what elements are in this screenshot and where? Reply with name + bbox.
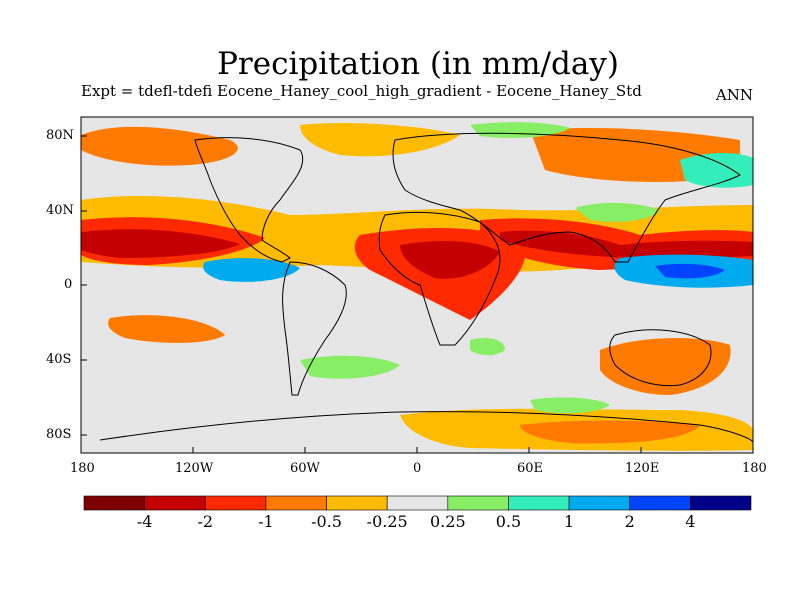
indian-ocean-wet xyxy=(575,202,660,222)
southern-ocean-wet xyxy=(530,397,610,414)
colorbar-swatch-0 xyxy=(83,495,145,511)
colorbar-swatch-5 xyxy=(386,495,449,511)
colorbar-label-6: 0.5 xyxy=(495,512,522,531)
colorbar xyxy=(83,495,752,511)
lat-label-eq: 0 xyxy=(64,277,73,292)
x-axis-ticks xyxy=(80,447,754,453)
map-title: Precipitation (in mm/day) xyxy=(217,46,619,82)
lon-label-120e: 120E xyxy=(625,461,660,476)
eurasia-outline xyxy=(392,132,741,263)
colorbar-swatch-10 xyxy=(690,495,752,511)
asia-dry-core xyxy=(500,230,753,258)
colorbar-label-4: -0.25 xyxy=(366,512,408,531)
southern-indian-wet xyxy=(470,338,505,356)
colorbar-label-7: 1 xyxy=(563,512,575,531)
colorbar-label-5: 0.25 xyxy=(430,512,466,531)
southern-ocean-dry-core xyxy=(520,420,700,444)
colorbar-label-3: -0.5 xyxy=(311,512,342,531)
southern-dry-patch-pacific xyxy=(108,315,225,343)
east-pacific-wet xyxy=(203,258,300,282)
australia-outline xyxy=(609,329,712,387)
lon-label-60e: 60E xyxy=(517,461,544,476)
continent-outlines xyxy=(99,132,754,443)
season-label: ANN xyxy=(715,86,753,104)
colorbar-label-8: 2 xyxy=(624,512,635,531)
map-field xyxy=(81,117,753,453)
australia-dry xyxy=(600,338,731,395)
colorbar-swatch-7 xyxy=(508,495,570,511)
north-america-outline xyxy=(194,137,304,263)
antarctica-outline xyxy=(99,411,754,443)
colorbar-swatch-1 xyxy=(144,495,206,511)
lon-label-180w: 180 xyxy=(70,461,95,476)
lon-label-60w: 60W xyxy=(290,461,320,476)
africa-dry-core xyxy=(400,240,500,279)
y-axis-ticks xyxy=(81,135,87,436)
west-pacific-wet-core xyxy=(655,263,725,279)
lon-label-180e: 180 xyxy=(742,461,767,476)
experiment-subtitle: Expt = tdefl-tdefi Eocene_Haney_cool_hig… xyxy=(81,82,642,100)
colorbar-label-9: 4 xyxy=(685,512,696,531)
north-pacific-wet xyxy=(680,153,753,188)
colorbar-label-2: -1 xyxy=(258,512,274,531)
colorbar-swatch-9 xyxy=(629,495,691,511)
colorbar-swatch-4 xyxy=(326,495,388,511)
south-america-outline xyxy=(282,261,347,396)
south-atlantic-wet xyxy=(300,355,400,379)
lat-label-80n: 80N xyxy=(46,128,74,143)
lon-label-0: 0 xyxy=(413,461,422,476)
colorbar-swatch-3 xyxy=(265,495,327,511)
lat-label-80s: 80S xyxy=(46,427,72,442)
subtropical-dry-west-core xyxy=(81,229,240,258)
arctic-dry-patch xyxy=(81,126,238,166)
colorbar-label-1: -2 xyxy=(197,512,214,531)
lon-label-120w: 120W xyxy=(175,461,214,476)
map-frame xyxy=(80,116,754,454)
colorbar-label-0: -4 xyxy=(136,512,153,531)
colorbar-swatch-6 xyxy=(447,495,509,511)
colorbar-swatch-8 xyxy=(568,495,631,511)
lat-label-40s: 40S xyxy=(46,352,72,367)
colorbar-swatch-2 xyxy=(204,495,267,511)
lat-label-40n: 40N xyxy=(46,203,74,218)
north-atlantic-dry xyxy=(300,123,460,157)
